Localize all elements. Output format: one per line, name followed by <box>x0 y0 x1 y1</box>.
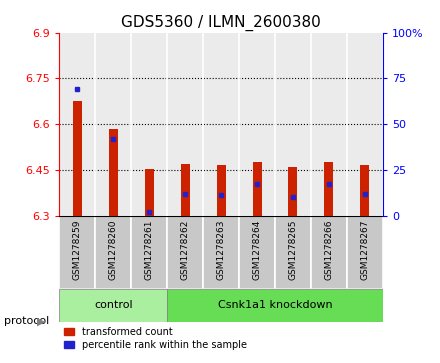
Title: GDS5360 / ILMN_2600380: GDS5360 / ILMN_2600380 <box>121 15 321 31</box>
Text: GSM1278265: GSM1278265 <box>289 219 297 280</box>
Bar <box>289 167 297 216</box>
FancyBboxPatch shape <box>59 216 95 289</box>
Bar <box>203 33 239 216</box>
Bar <box>131 33 167 216</box>
FancyBboxPatch shape <box>347 216 383 289</box>
Bar <box>181 164 190 216</box>
FancyBboxPatch shape <box>59 289 167 322</box>
Bar <box>95 33 131 216</box>
Bar <box>239 33 275 216</box>
Bar <box>109 129 118 216</box>
FancyBboxPatch shape <box>203 216 239 289</box>
Text: GSM1278264: GSM1278264 <box>253 219 261 280</box>
Bar <box>167 33 203 216</box>
Text: protocol: protocol <box>4 316 50 326</box>
Bar <box>253 162 261 216</box>
FancyBboxPatch shape <box>167 289 383 322</box>
Text: GSM1278259: GSM1278259 <box>73 219 82 280</box>
Bar <box>73 101 82 216</box>
Legend: transformed count, percentile rank within the sample: transformed count, percentile rank withi… <box>64 327 247 350</box>
Bar <box>324 162 334 216</box>
FancyBboxPatch shape <box>131 216 167 289</box>
FancyBboxPatch shape <box>275 216 311 289</box>
Bar <box>275 33 311 216</box>
FancyBboxPatch shape <box>95 216 131 289</box>
Bar <box>311 33 347 216</box>
Text: GSM1278261: GSM1278261 <box>145 219 154 280</box>
Text: GSM1278260: GSM1278260 <box>109 219 118 280</box>
FancyBboxPatch shape <box>311 216 347 289</box>
Bar <box>145 169 154 216</box>
Bar <box>216 165 226 216</box>
Bar <box>59 33 95 216</box>
Text: GSM1278266: GSM1278266 <box>324 219 334 280</box>
Bar <box>347 33 383 216</box>
Text: ▶: ▶ <box>37 316 46 326</box>
FancyBboxPatch shape <box>239 216 275 289</box>
Text: control: control <box>94 301 132 310</box>
Bar <box>360 165 369 216</box>
Text: Csnk1a1 knockdown: Csnk1a1 knockdown <box>218 301 332 310</box>
FancyBboxPatch shape <box>167 216 203 289</box>
Text: GSM1278263: GSM1278263 <box>216 219 226 280</box>
Text: GSM1278262: GSM1278262 <box>181 219 190 280</box>
Text: GSM1278267: GSM1278267 <box>360 219 369 280</box>
